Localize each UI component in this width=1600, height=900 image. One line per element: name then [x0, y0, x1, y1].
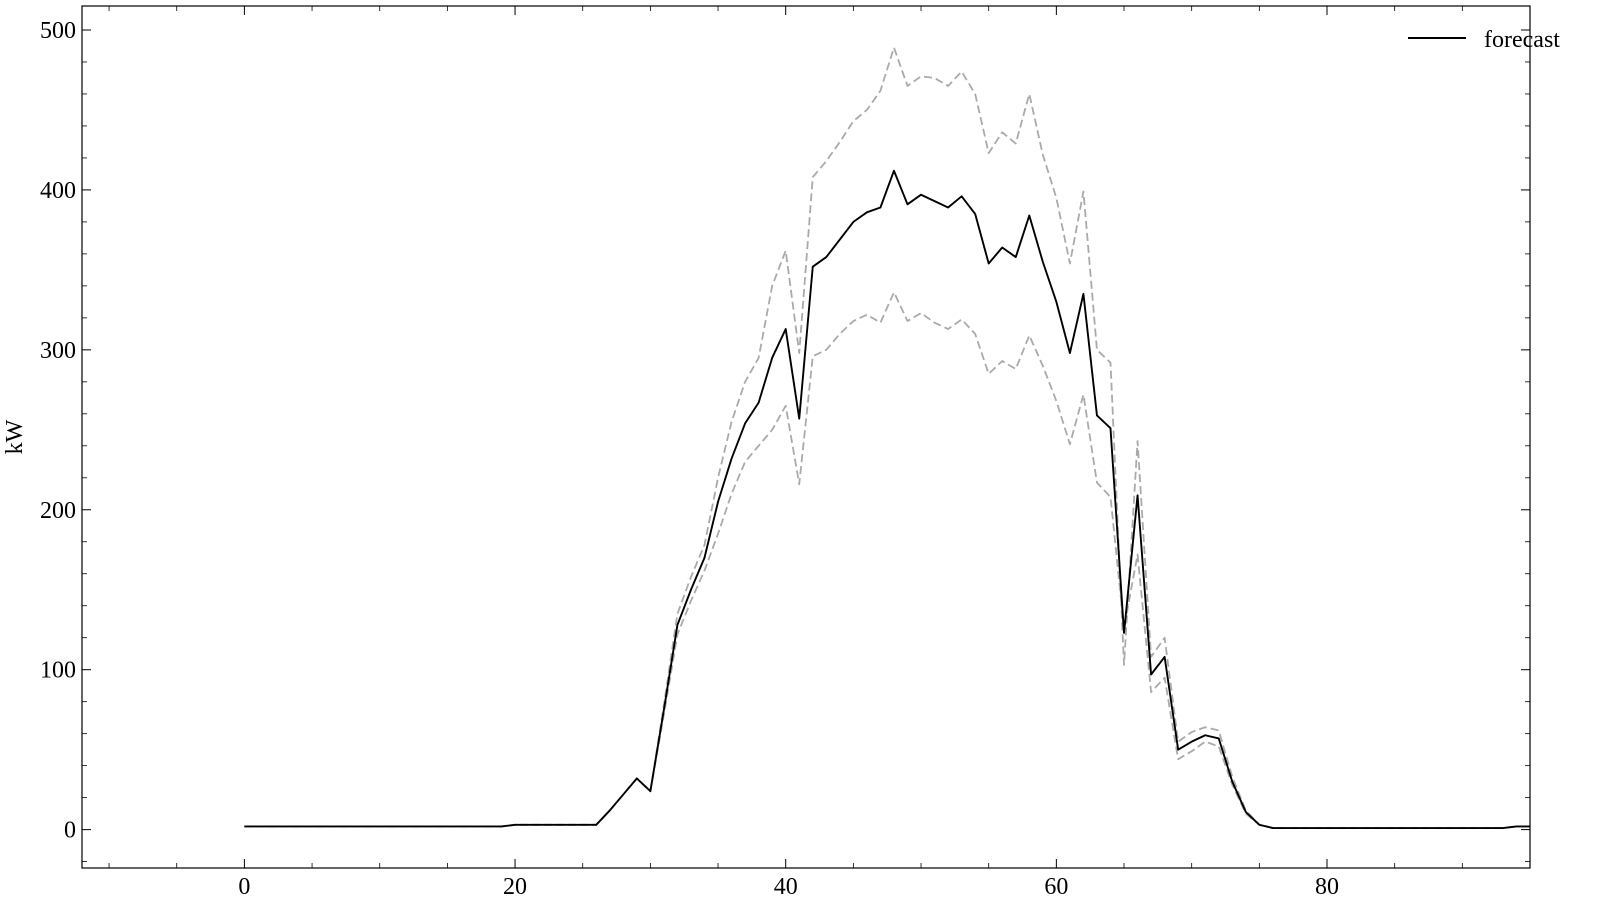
upper-bound-line — [244, 46, 1530, 829]
x-tick-label: 0 — [238, 874, 250, 900]
y-axis-label: kW — [2, 419, 28, 454]
legend-label-forecast: forecast — [1484, 27, 1560, 53]
tick-labels: 0 20 40 60 80 0 100 200 300 400 500 — [40, 18, 1339, 900]
x-tick-label: 20 — [503, 874, 527, 900]
x-tick-label: 80 — [1315, 874, 1339, 900]
forecast-line — [244, 169, 1530, 829]
y-tick-label: 400 — [40, 178, 76, 204]
series-layer — [244, 46, 1530, 829]
x-tick-label: 60 — [1044, 874, 1068, 900]
x-tick-label: 40 — [774, 874, 798, 900]
y-tick-label: 500 — [40, 18, 76, 44]
legend: forecast — [1408, 27, 1560, 53]
plot-frame — [81, 5, 1531, 869]
y-tick-label: 300 — [40, 338, 76, 364]
lower-bound-line — [244, 291, 1530, 829]
y-tick-label: 0 — [64, 818, 76, 844]
y-tick-label: 100 — [40, 658, 76, 684]
y-tick-label: 200 — [40, 498, 76, 524]
axis-ticks — [82, 6, 1530, 868]
